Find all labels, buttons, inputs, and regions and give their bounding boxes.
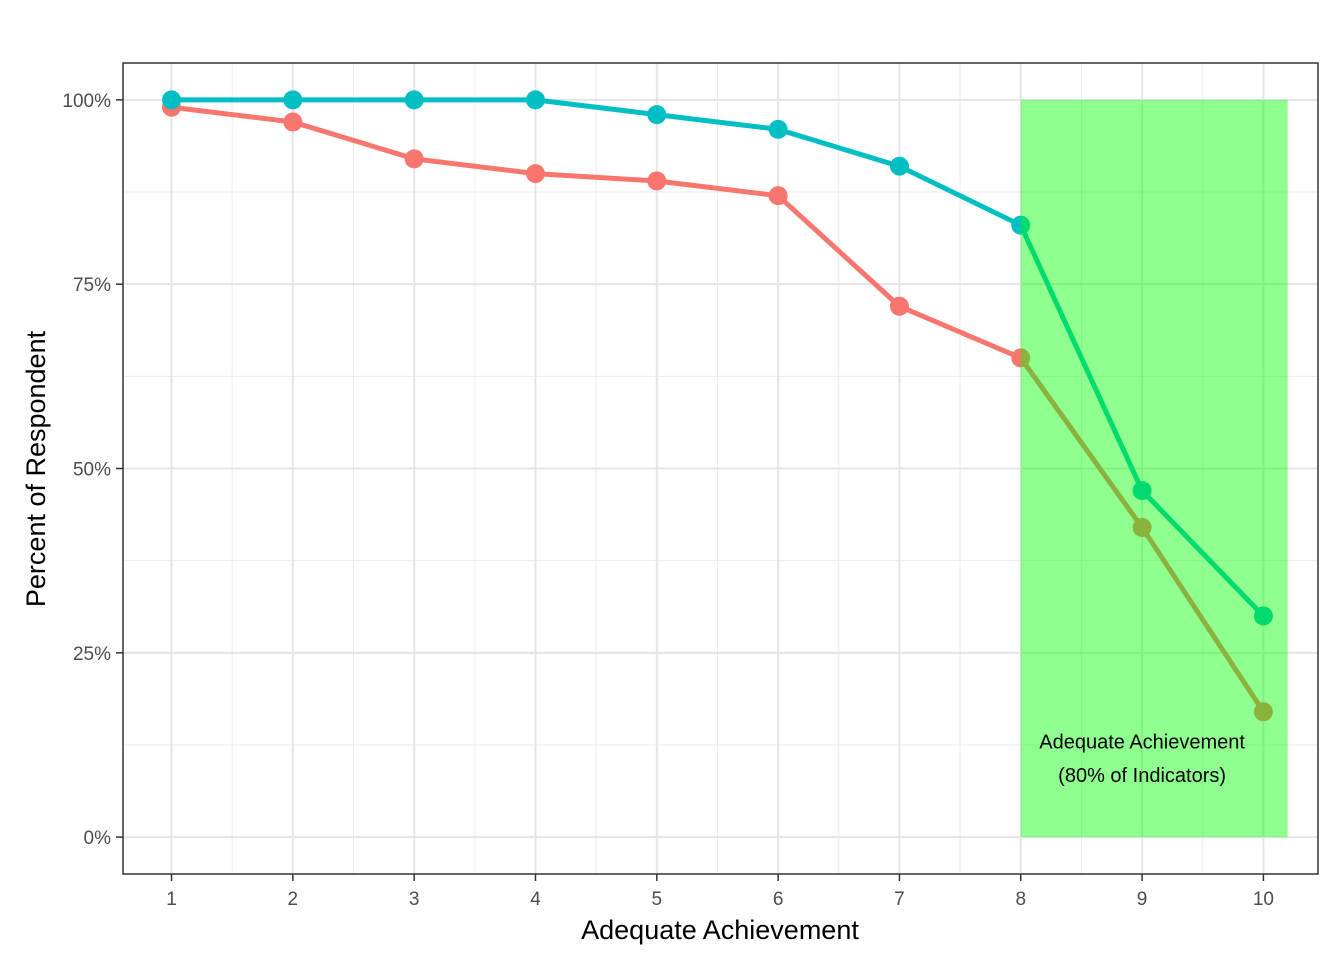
x-tick-label: 1 (166, 889, 177, 910)
adequate-achievement-region (1020, 99, 1288, 838)
data-point-series-1 (1011, 348, 1031, 368)
series-layer (162, 90, 1273, 722)
data-point-series-1 (647, 171, 667, 191)
x-axis: 1 2 3 4 5 6 7 8 9 10 (166, 874, 1274, 910)
x-tick-label: 5 (652, 889, 663, 910)
data-point-series-1 (525, 164, 545, 184)
data-point-series-1 (768, 186, 788, 206)
series-line-1 (169, 104, 1266, 715)
data-point-series-2 (283, 90, 303, 110)
data-point-series-1 (283, 112, 303, 132)
data-point-series-2 (647, 105, 667, 125)
data-point-series-1 (889, 296, 909, 316)
y-tick-label: 25% (73, 644, 111, 665)
data-point-series-2 (162, 90, 182, 110)
data-point-series-2 (1132, 481, 1152, 501)
y-axis-title: Percent of Respondent (21, 330, 51, 607)
data-point-series-2 (1011, 215, 1031, 235)
data-point-series-2 (1253, 606, 1273, 626)
region-annotation-line-1: Adequate Achievement (1039, 732, 1245, 754)
series-line-2 (169, 97, 1266, 619)
y-tick-label: 100% (62, 91, 111, 112)
data-point-series-2 (525, 90, 545, 110)
x-tick-label: 2 (288, 889, 299, 910)
y-tick-label: 50% (73, 460, 111, 481)
x-axis-title: Adequate Achievement (581, 915, 859, 945)
region-annotation-line-2: (80% of Indicators) (1058, 765, 1226, 787)
x-tick-label: 9 (1137, 889, 1148, 910)
y-tick-label: 0% (84, 828, 112, 849)
data-point-series-1 (404, 149, 424, 169)
x-tick-label: 6 (773, 889, 784, 910)
x-tick-label: 3 (409, 889, 420, 910)
x-tick-label: 7 (894, 889, 905, 910)
data-point-series-2 (768, 119, 788, 139)
x-tick-label: 4 (530, 889, 541, 910)
data-point-series-2 (889, 156, 909, 176)
y-axis: 0% 25% 50% 75% 100% (62, 91, 123, 849)
data-point-series-1 (1132, 517, 1152, 537)
x-tick-label: 8 (1015, 889, 1026, 910)
x-tick-label: 10 (1253, 889, 1274, 910)
y-tick-label: 75% (73, 275, 111, 296)
data-point-series-1 (1253, 702, 1273, 722)
data-point-series-2 (404, 90, 424, 110)
highlight-layer: Adequate Achievement (80% of Indicators) (1020, 99, 1288, 838)
